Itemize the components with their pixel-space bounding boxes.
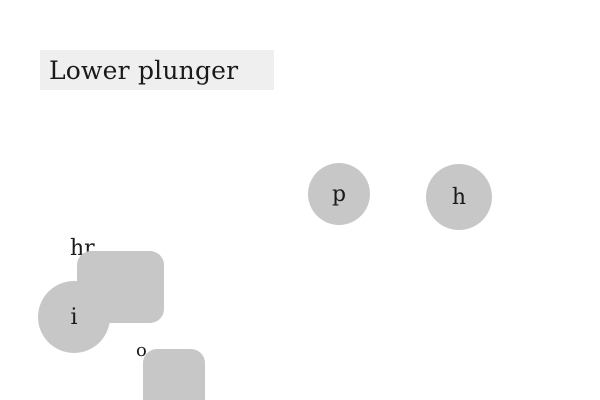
o-label: o <box>136 340 147 361</box>
h-button[interactable]: h <box>426 164 492 230</box>
p-button[interactable]: p <box>308 163 370 225</box>
rounded-control-lower[interactable] <box>143 349 205 400</box>
i-button[interactable]: i <box>38 281 110 353</box>
page-title: Lower plunger <box>40 50 274 90</box>
